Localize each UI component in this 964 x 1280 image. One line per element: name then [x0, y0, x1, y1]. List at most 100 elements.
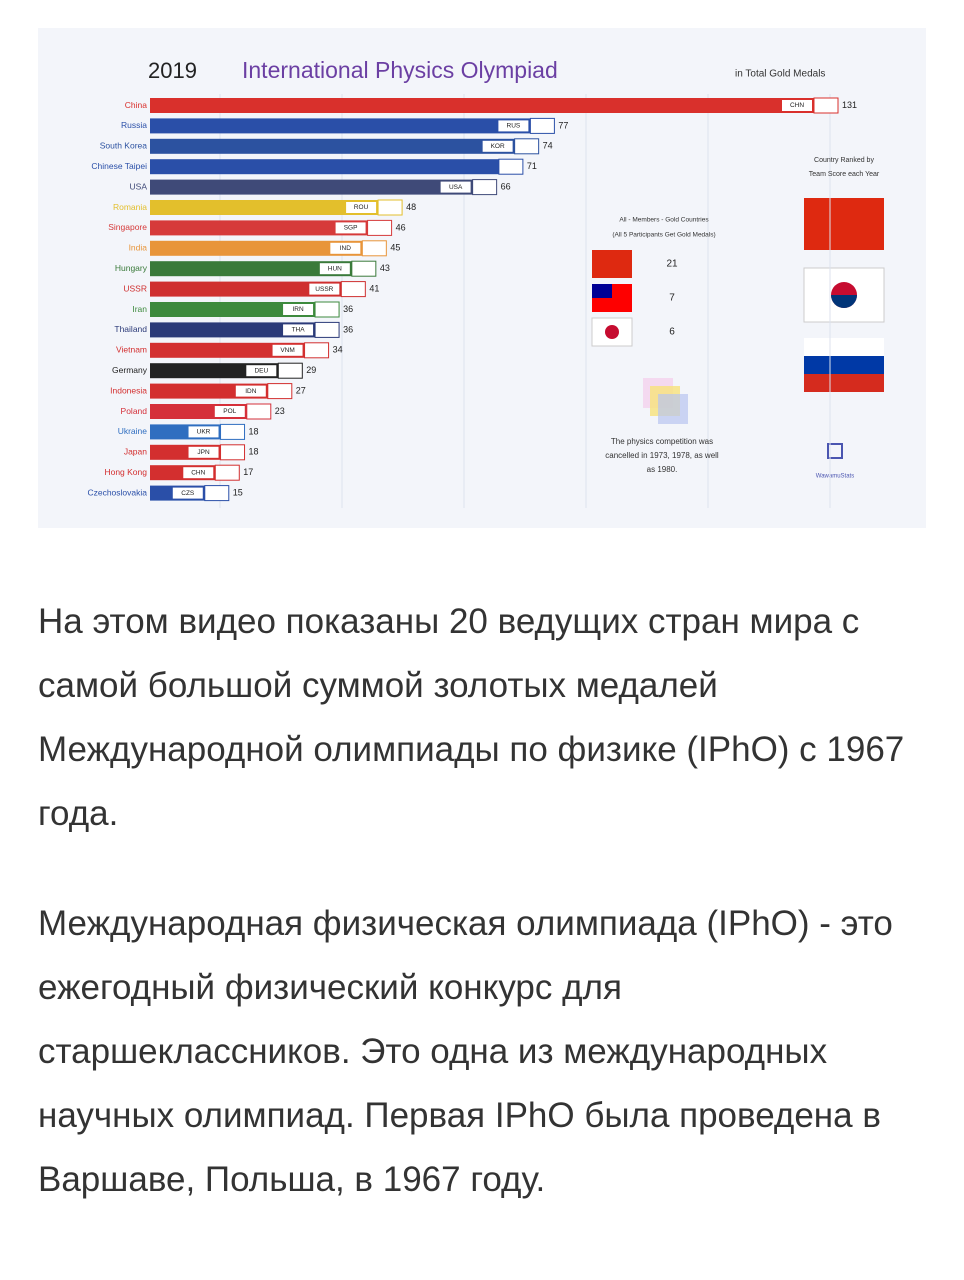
flag: [351, 260, 377, 277]
value-label: 131: [842, 100, 857, 110]
country-code: IDN: [245, 388, 256, 395]
value-label: 27: [296, 385, 306, 395]
flag: [267, 383, 293, 400]
flag: [204, 485, 230, 502]
category-label: Vietnam: [116, 345, 147, 355]
flag: [498, 158, 524, 175]
brand-logo: [827, 443, 843, 459]
code-box: [235, 385, 266, 397]
flag: [340, 281, 366, 298]
flag: [304, 342, 330, 359]
category-label: Hungary: [115, 263, 148, 273]
bar: [150, 98, 838, 113]
country-code: CZS: [181, 490, 195, 497]
flag: [529, 117, 555, 134]
flag: [813, 97, 839, 114]
code-box: [183, 467, 214, 479]
value-label: 74: [543, 141, 553, 151]
bar: [150, 220, 392, 236]
code-box: [440, 181, 471, 193]
flag-korea-small: [605, 325, 619, 339]
bar: [150, 261, 376, 277]
bar: [150, 138, 539, 154]
code-box: [309, 283, 340, 295]
flag-china: [804, 198, 884, 250]
code-box: [246, 365, 277, 377]
code-box: [188, 446, 219, 458]
code-box: [172, 487, 203, 499]
country-code: IRN: [292, 306, 304, 313]
country-code: USSR: [315, 286, 333, 293]
code-box: [283, 304, 314, 315]
chart-title: International Physics Olympiad: [242, 57, 558, 83]
flag-taiwan-small: [592, 284, 612, 298]
brand: WawamuStats: [816, 474, 854, 480]
bar: [150, 118, 555, 134]
code-box: [319, 263, 350, 275]
value-label: 17: [243, 467, 253, 477]
code-box: [188, 426, 219, 438]
flag: [472, 179, 498, 196]
category-label: Russia: [121, 120, 147, 130]
all-gold-count: 7: [669, 293, 675, 304]
code-box: [335, 222, 366, 234]
value-label: 77: [558, 120, 568, 130]
country-code: THA: [292, 327, 306, 334]
category-label: South Korea: [100, 141, 148, 151]
code-box: [330, 242, 361, 254]
value-label: 18: [249, 426, 259, 436]
all-gold-note: All - Members - Gold Countries: [619, 217, 709, 224]
country-code: CHN: [790, 102, 804, 109]
code-box: [498, 120, 529, 132]
category-label: USSR: [123, 283, 147, 293]
code-box: [214, 406, 245, 417]
value-label: 36: [343, 324, 353, 334]
all-gold-note: (All 5 Participants Get Gold Medals): [612, 232, 715, 239]
category-label: Poland: [121, 406, 148, 416]
flag-korea-emblem: [831, 295, 857, 308]
flag: [246, 403, 272, 420]
paragraph: Международная физическая олимпиада (IPhO…: [38, 904, 893, 1199]
category-label: Chinese Taipei: [91, 161, 147, 171]
all-gold-count: 6: [669, 327, 675, 338]
flag: [314, 321, 340, 338]
value-label: 45: [390, 243, 400, 253]
category-label: Iran: [132, 304, 147, 314]
value-label: 15: [233, 487, 243, 497]
flag: [314, 301, 340, 318]
country-code: ROU: [354, 204, 369, 211]
bar: [150, 240, 387, 256]
code-box: [283, 324, 314, 336]
flag: [277, 362, 303, 379]
article: На этом видео показаны 20 ведущих стран …: [38, 590, 928, 1258]
country-code: JPN: [197, 449, 210, 456]
flag: [214, 464, 240, 481]
bar: [150, 179, 497, 195]
category-label: Ukraine: [118, 426, 148, 436]
chart-subtitle: in Total Gold Medals: [735, 69, 825, 80]
country-code: POL: [223, 408, 236, 415]
paragraph: На этом видео показаны 20 ведущих стран …: [38, 602, 905, 833]
country-code: RUS: [507, 123, 521, 130]
category-label: Japan: [124, 447, 147, 457]
value-label: 48: [406, 202, 416, 212]
category-label: Thailand: [114, 324, 147, 334]
category-label: Singapore: [108, 222, 147, 232]
category-label: Hong Kong: [104, 467, 147, 477]
value-label: 71: [527, 161, 537, 171]
bar: [150, 200, 403, 215]
category-label: India: [129, 243, 148, 253]
flag-russia: [804, 356, 884, 374]
country-code: IND: [340, 245, 352, 252]
value-label: 46: [396, 222, 406, 232]
value-label: 66: [501, 181, 511, 191]
country-code: KOR: [491, 143, 505, 150]
code-box: [782, 100, 812, 111]
bar: [150, 159, 523, 175]
category-label: Germany: [112, 365, 148, 375]
value-label: 41: [369, 283, 379, 293]
all-gold-count: 21: [666, 259, 678, 270]
code-box: [482, 140, 513, 152]
ranking-note: Country Ranked by: [814, 157, 874, 164]
